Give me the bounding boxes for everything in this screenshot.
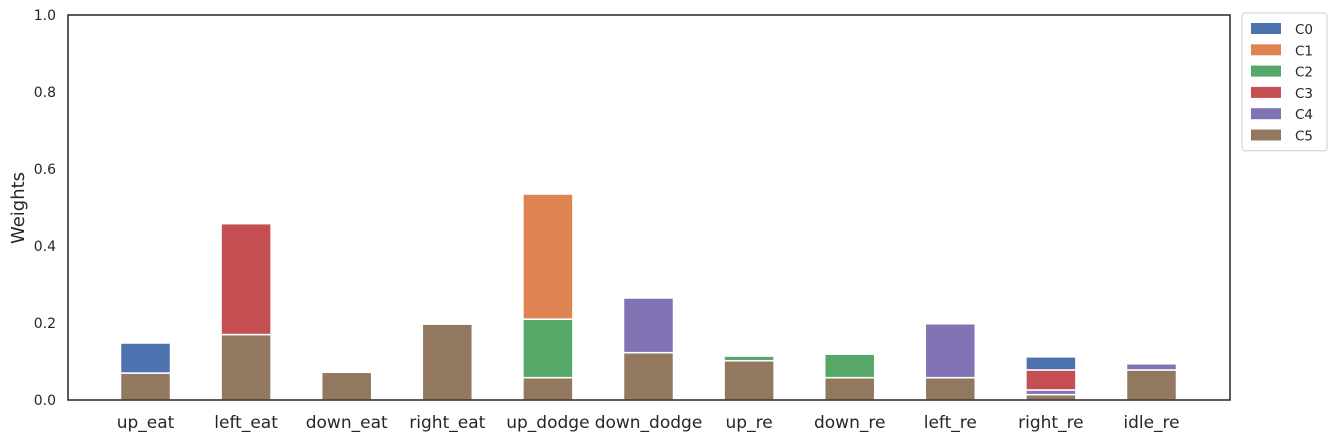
legend-label-c0: C0: [1295, 22, 1313, 38]
legend-swatch-c0: [1251, 23, 1281, 34]
legend-swatch-c2: [1251, 65, 1281, 77]
bar-c0-right_re: [1025, 356, 1077, 371]
y-tick-label: 1.0: [34, 8, 56, 24]
bar-c5-up_re: [723, 359, 775, 401]
x-tick-label: up_re: [726, 413, 773, 433]
legend-label-c4: C4: [1295, 107, 1313, 123]
legend-swatch-c4: [1251, 108, 1281, 120]
y-tick-label: 0.0: [34, 393, 56, 409]
bar-c5-left_re: [924, 376, 977, 401]
bar-c2-up_dodge: [522, 318, 574, 379]
bar-c5-down_re: [823, 376, 876, 401]
plot-frame: [67, 14, 1231, 401]
bar-c3-right_re: [1025, 369, 1077, 391]
bar-c4-idle_re: [1125, 363, 1178, 371]
bar-c2-up_re: [723, 355, 775, 362]
legend-label-c5: C5: [1295, 129, 1313, 145]
legend: C0 C1 C2 C3 C4 C5: [1241, 12, 1328, 152]
x-tick-label: up_eat: [117, 413, 175, 433]
x-tick-label: up_dodge: [506, 413, 589, 433]
bar-c4-left_re: [924, 323, 977, 379]
bar-c1-up_dodge: [522, 193, 574, 320]
y-axis-ticks: 0.0 0.2 0.4 0.6 0.8 1.0: [34, 8, 56, 409]
bar-c5-down_dodge: [622, 351, 675, 401]
x-tick-label: down_eat: [306, 413, 388, 433]
bar-c4-down_dodge: [622, 297, 675, 354]
bar-c5-up_dodge: [522, 376, 574, 401]
x-tick-label: down_dodge: [595, 413, 703, 433]
bar-c5-up_eat: [119, 372, 172, 401]
x-tick-label: down_re: [814, 413, 885, 433]
y-tick-label: 0.4: [34, 239, 56, 255]
y-tick-label: 0.6: [34, 162, 56, 178]
y-tick-label: 0.2: [34, 316, 56, 332]
bar-c3-left_eat: [220, 222, 272, 336]
legend-label-c1: C1: [1295, 43, 1313, 59]
legend-label-c3: C3: [1295, 86, 1313, 102]
legend-label-c2: C2: [1295, 65, 1313, 81]
bar-c5-idle_re: [1125, 369, 1178, 401]
legend-swatch-c1: [1251, 44, 1281, 56]
legend-swatch-c3: [1251, 86, 1281, 98]
x-tick-label: right_re: [1018, 413, 1084, 433]
bar-c5-left_eat: [220, 333, 272, 401]
bar-c5-right_eat: [421, 323, 474, 401]
x-tick-label: idle_re: [1123, 413, 1179, 433]
legend-swatch-c5: [1251, 129, 1281, 141]
x-tick-label: left_eat: [214, 413, 278, 433]
x-tick-label: left_re: [924, 413, 977, 433]
bar-c2-down_re: [823, 353, 876, 379]
x-tick-label: right_eat: [409, 413, 485, 433]
bar-c5-down_eat: [320, 371, 373, 401]
y-axis-label: Weights: [8, 172, 29, 244]
y-tick-label: 0.8: [34, 85, 56, 101]
bars-layer: [119, 193, 1178, 401]
bar-c5-right_re: [1025, 393, 1077, 401]
bar-c0-up_eat: [119, 342, 172, 374]
x-axis-ticks: up_eat left_eat down_eat right_eat up_dodge d…: [117, 413, 1180, 433]
